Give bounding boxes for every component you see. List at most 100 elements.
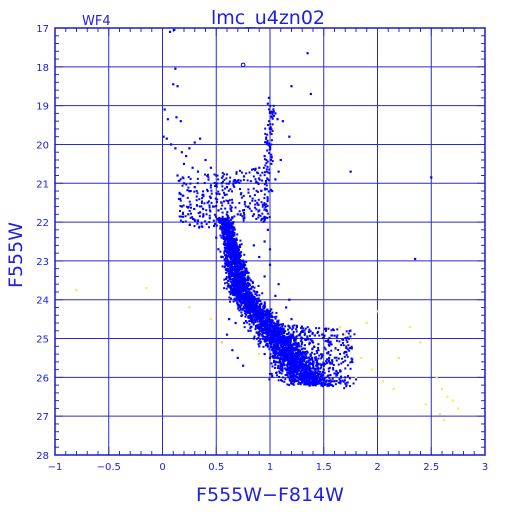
blue-point [261, 205, 264, 208]
blue-point [243, 286, 246, 289]
blue-point [314, 370, 317, 373]
blue-point [231, 221, 234, 224]
blue-point [292, 383, 295, 386]
blue-point [279, 337, 282, 340]
blue-point [267, 316, 270, 319]
blue-point [255, 208, 258, 211]
blue-point [277, 341, 280, 344]
blue-point [320, 382, 323, 385]
blue-point [195, 195, 198, 198]
blue-point [305, 373, 308, 376]
blue-point [188, 209, 191, 212]
blue-point [274, 334, 277, 337]
blue-point [236, 253, 239, 256]
blue-point [238, 254, 241, 257]
blue-point [291, 367, 294, 370]
blue-point [236, 271, 239, 274]
blue-point [221, 220, 224, 223]
blue-point [296, 373, 299, 376]
blue-point [237, 293, 240, 296]
blue-point [235, 269, 238, 272]
blue-point [232, 183, 235, 186]
blue-point [315, 364, 318, 367]
blue-point [259, 332, 262, 335]
blue-point [232, 220, 235, 223]
blue-point [235, 171, 238, 174]
blue-point [326, 361, 329, 364]
blue-point [215, 174, 218, 177]
blue-point [271, 189, 274, 193]
blue-point [308, 383, 311, 386]
blue-point [327, 327, 330, 330]
blue-point [350, 347, 353, 350]
blue-point [223, 236, 226, 239]
blue-point [244, 293, 247, 296]
x-tick-label: 3 [482, 462, 488, 473]
blue-point [280, 369, 283, 372]
blue-point [284, 373, 287, 376]
blue-point [288, 361, 291, 364]
blue-point [303, 351, 306, 354]
blue-point [193, 186, 196, 189]
blue-point [229, 176, 232, 179]
blue-point [233, 262, 236, 265]
blue-point [242, 297, 245, 300]
blue-point [289, 367, 292, 370]
blue-point [282, 350, 285, 353]
blue-point [238, 286, 241, 289]
blue-point [326, 384, 329, 387]
blue-point [290, 335, 293, 338]
blue-point [274, 363, 277, 366]
blue-point [238, 255, 241, 259]
blue-point [251, 318, 254, 321]
blue-point [198, 198, 201, 201]
blue-point [257, 340, 260, 343]
blue-point [166, 118, 169, 121]
blue-point [182, 204, 185, 207]
blue-point [323, 383, 326, 386]
blue-point [259, 325, 262, 328]
blue-point [252, 337, 255, 340]
blue-point [287, 338, 290, 341]
blue-point [245, 310, 248, 313]
blue-point [219, 227, 222, 230]
blue-point [305, 366, 308, 369]
x-tick-label: 1.5 [316, 462, 332, 473]
blue-point [313, 380, 316, 383]
blue-point [230, 263, 233, 266]
blue-point [278, 360, 281, 363]
blue-point [229, 273, 232, 276]
blue-point [268, 216, 271, 219]
blue-point [262, 314, 265, 317]
blue-point [258, 323, 261, 326]
blue-point [335, 336, 338, 339]
blue-point [246, 295, 249, 298]
blue-point [271, 311, 274, 314]
blue-point [263, 325, 266, 328]
blue-point [343, 387, 346, 390]
blue-point [285, 373, 288, 376]
blue-point [295, 367, 298, 370]
blue-point [246, 283, 249, 286]
blue-point [245, 313, 248, 316]
blue-point [264, 206, 267, 209]
blue-point [318, 334, 321, 337]
blue-point [346, 336, 349, 339]
blue-point [294, 354, 297, 357]
blue-point [238, 265, 241, 268]
chip-label: WF4 [82, 14, 111, 29]
blue-point [262, 306, 265, 309]
blue-point [243, 307, 246, 310]
blue-point [319, 373, 322, 376]
blue-point [318, 372, 321, 375]
blue-point [271, 354, 274, 357]
blue-point [229, 248, 232, 251]
blue-point [233, 228, 236, 231]
blue-point [257, 183, 260, 186]
blue-point [185, 155, 188, 158]
blue-point [236, 279, 239, 282]
blue-point [179, 193, 182, 196]
blue-point [252, 303, 255, 306]
blue-point [272, 336, 275, 339]
